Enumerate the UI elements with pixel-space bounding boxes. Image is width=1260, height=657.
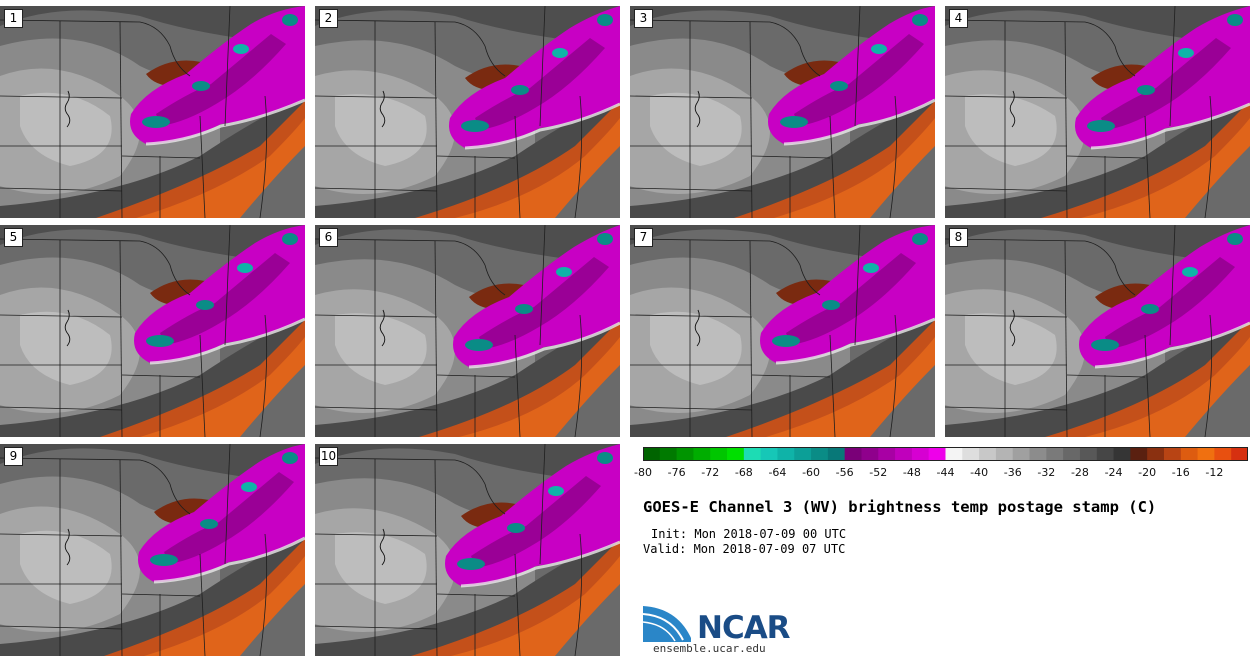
colorbar-tick-label: -36 [1003,466,1022,479]
colorbar-tick-label: -72 [701,466,720,479]
colorbar-bin [643,447,661,461]
wv-map [0,6,305,218]
colorbar-bin [928,447,946,461]
colorbar [643,447,1248,461]
colorbar-bin [1180,447,1199,461]
stamp-panel-9: 9 [0,444,305,656]
stamp-panel-8: 8 [945,225,1250,437]
colorbar-bin [710,447,728,461]
wv-map [315,225,620,437]
wv-map [945,6,1250,218]
colorbar-tick-label: -60 [802,466,821,479]
panel-number: 7 [634,228,653,247]
colorbar-tick-label: -56 [835,466,854,479]
colorbar-bin [1147,447,1165,461]
panel-number: 8 [949,228,968,247]
logo-url: ensemble.ucar.edu [653,642,766,655]
panel-number: 3 [634,9,653,28]
colorbar-bin [794,447,812,461]
figure-title: GOES-E Channel 3 (WV) brightness temp po… [643,498,1157,516]
valid-time: Valid: Mon 2018-07-09 07 UTC [643,542,846,556]
colorbar-bin [676,447,694,461]
panel-number: 10 [319,447,338,466]
stamp-panel-5: 5 [0,225,305,437]
colorbar-bin [777,447,795,461]
wv-map [0,444,305,656]
colorbar-bin [878,447,896,461]
colorbar-bin [962,447,980,461]
colorbar-bin [1197,447,1215,461]
panel-number: 1 [4,9,23,28]
colorbar-bin [811,447,829,461]
init-time: Init: Mon 2018-07-09 00 UTC [651,527,847,541]
wv-map [945,225,1250,437]
colorbar-bin [1046,447,1064,461]
colorbar-tick-label: -68 [734,466,753,479]
colorbar-bin [727,447,745,461]
colorbar-bin [1079,447,1098,461]
colorbar-tick-label: -52 [869,466,888,479]
colorbar-bin [1063,447,1081,461]
colorbar-bin [995,447,1014,461]
colorbar-bin [861,447,879,461]
colorbar-bin [760,447,778,461]
ncar-logo-icon [643,600,695,642]
colorbar-bin [1214,447,1232,461]
stamp-panel-2: 2 [315,6,620,218]
colorbar-bin [1231,447,1248,461]
colorbar-tick-labels: -80 -76 -72 -68 -64 -60 -56 -52 -48 -44 -40 -36 -32 -… [634,466,1248,482]
colorbar-tick-label: -12 [1205,466,1224,479]
wv-map [630,225,935,437]
ncar-logo-text: NCAR [697,610,791,646]
colorbar-tick-label: -28 [1070,466,1089,479]
stamp-panel-7: 7 [630,225,935,437]
colorbar-bin [1029,447,1047,461]
stamp-panel-4: 4 [945,6,1250,218]
stamp-panel-10: 10 [315,444,620,656]
colorbar-bin [979,447,997,461]
colorbar-bin [743,447,762,461]
panel-number: 9 [4,447,23,466]
colorbar-tick-label: -48 [902,466,921,479]
colorbar-bin [895,447,913,461]
colorbar-bin [1096,447,1115,461]
wv-map [0,225,305,437]
wv-map [315,6,620,218]
colorbar-bin [827,447,846,461]
colorbar-tick-label: -16 [1171,466,1190,479]
stamp-panel-1: 1 [0,6,305,218]
colorbar-bin [1012,447,1031,461]
colorbar-bin [844,447,862,461]
colorbar-tick-label: -24 [1104,466,1123,479]
colorbar-tick-label: -40 [970,466,989,479]
colorbar-bin [1113,447,1131,461]
colorbar-tick-label: -64 [768,466,787,479]
wv-map [630,6,935,218]
panel-number: 2 [319,9,338,28]
colorbar-bin [1130,447,1148,461]
panel-number: 4 [949,9,968,28]
colorbar-tick-label: -32 [1037,466,1056,479]
colorbar-tick-label: -20 [1138,466,1157,479]
stamp-panel-3: 3 [630,6,935,218]
colorbar-bin [911,447,930,461]
panel-number: 6 [319,228,338,247]
panel-number: 5 [4,228,23,247]
colorbar-bin [693,447,711,461]
colorbar-tick-label: -80 [634,466,652,479]
colorbar-bin [659,447,678,461]
colorbar-bin [1163,447,1182,461]
colorbar-bin [945,447,963,461]
wv-map [315,444,620,656]
colorbar-tick-label: -76 [667,466,686,479]
colorbar-tick-label: -44 [936,466,955,479]
stamp-panel-6: 6 [315,225,620,437]
